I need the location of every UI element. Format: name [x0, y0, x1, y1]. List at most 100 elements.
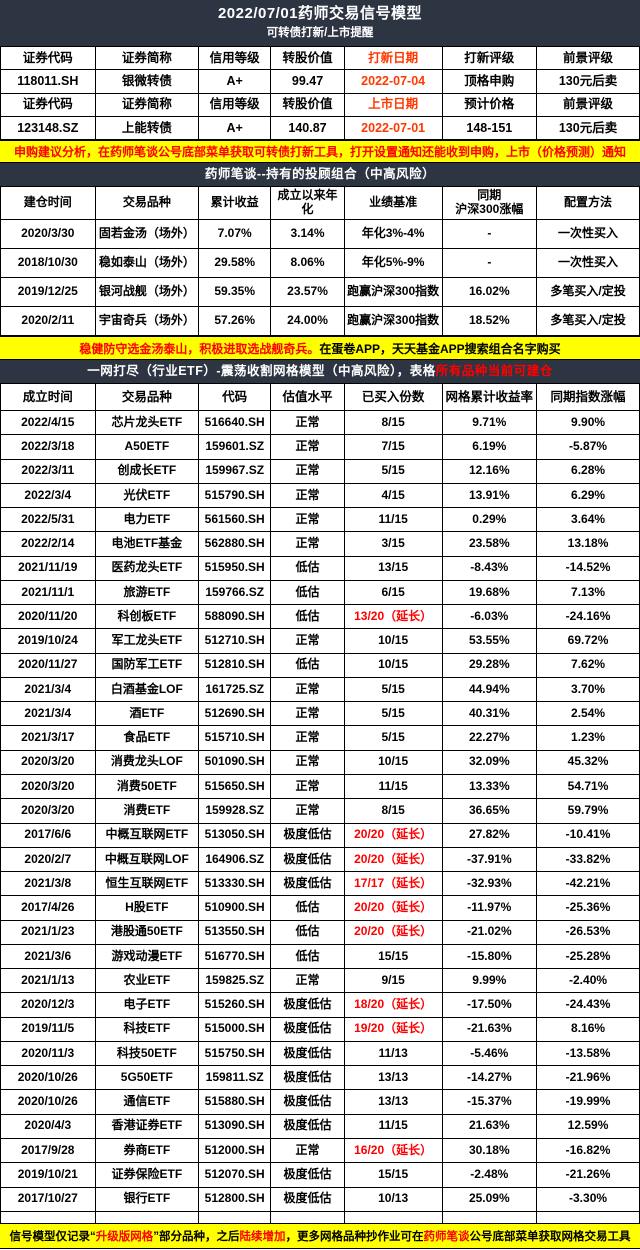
- table-cell: -: [442, 249, 538, 278]
- table-cell: 2022/3/11: [1, 459, 96, 484]
- table-cell: -26.53%: [537, 920, 640, 945]
- table-cell: 515650.SH: [199, 774, 272, 800]
- column-header: 已买入份数: [344, 384, 443, 411]
- table-cell: 极度低估: [271, 823, 345, 848]
- table-cell: 24.00%: [271, 307, 345, 336]
- table-cell: 13.33%: [442, 774, 538, 800]
- table-cell: 513330.SH: [199, 872, 272, 897]
- text-segment: 申购建议分析，在药师笔谈公号底部菜单获取可转债打新工具，打开设置通知还能收到申购…: [13, 145, 626, 159]
- table-cell: 6/15: [344, 580, 443, 606]
- table-cell: 36.65%: [442, 799, 538, 824]
- subscribe-tip-banner: 申购建议分析，在药师笔谈公号底部菜单获取可转债打新工具，打开设置通知还能收到申购…: [0, 140, 640, 163]
- table-cell: 2021/3/6: [1, 944, 96, 970]
- empty-cell: [537, 1212, 640, 1223]
- table-row: 2020/3/20 消费龙头LOF 501090.SH 正常 10/15 32.09% 45…: [1, 750, 640, 775]
- table-cell: 预计价格: [442, 93, 538, 117]
- table-cell: 打新日期: [344, 47, 443, 71]
- table-cell: 2020/3/20: [1, 774, 96, 800]
- table-cell: -25.28%: [537, 944, 640, 970]
- table-cell: 白酒基金LOF: [95, 677, 200, 703]
- table-cell: -32.93%: [442, 872, 538, 897]
- table-cell: 2021/1/13: [1, 969, 96, 994]
- empty-cell: [96, 1212, 200, 1223]
- table-cell: 6.19%: [442, 435, 538, 460]
- table-cell: 32.09%: [442, 750, 538, 775]
- table-cell: 2022/5/31: [1, 508, 96, 533]
- table-cell: -10.41%: [537, 823, 640, 848]
- table-cell: 证券代码: [1, 47, 96, 71]
- convertible-bond-table: 证券代码 证券简称 信用等级 转股价值 打新日期 打新评级 前景评级 118011.SH 银微转…: [0, 46, 640, 140]
- table-cell: 2020/2/7: [1, 847, 96, 873]
- table-cell: 515790.SH: [199, 483, 272, 509]
- table-cell: 正常: [271, 1138, 345, 1164]
- table-row: 2021/11/19 医药龙头ETF 515950.SH 低估 13/15 -8.43% -…: [1, 556, 640, 581]
- table-cell: 2021/11/1: [1, 580, 96, 606]
- table-cell: 正常: [271, 750, 345, 775]
- table-cell: 5/15: [344, 677, 443, 703]
- table-row: 2022/2/14 电池ETF基金 562880.SH 正常 3/15 23.58% 13.…: [1, 532, 640, 557]
- text-segment: 药师笔谈: [423, 1231, 470, 1243]
- table-cell: 2017/4/26: [1, 896, 96, 921]
- table-cell: 5G50ETF: [95, 1066, 200, 1091]
- table-cell: 低估: [271, 944, 345, 970]
- table-cell: 7/15: [344, 435, 443, 460]
- table-cell: 516770.SH: [199, 944, 272, 970]
- table-cell: 2022/3/4: [1, 483, 96, 509]
- table-cell: 2017/6/6: [1, 823, 96, 848]
- table-cell: 44.94%: [442, 677, 538, 703]
- table-cell: 极度低估: [271, 1187, 345, 1212]
- table-cell: 2021/3/4: [1, 702, 96, 727]
- table-cell: 光伏ETF: [95, 483, 200, 509]
- table-cell: 正常: [271, 702, 345, 727]
- text-segment: 在蛋卷APP，天天基金APP搜索组合名字购买: [319, 341, 561, 356]
- table-row: 2021/3/6 游戏动漫ETF 516770.SH 低估 15/15 -15.80% -2…: [1, 944, 640, 970]
- table-cell: 22.27%: [442, 726, 538, 751]
- table-cell: 宇宙奇兵（场外）: [95, 307, 200, 336]
- table-cell: -37.91%: [442, 847, 538, 873]
- table-cell: 2017/10/27: [1, 1187, 96, 1212]
- table-cell: A50ETF: [95, 435, 200, 460]
- table-cell: 130元后卖: [537, 116, 640, 140]
- table-cell: 2022/3/18: [1, 435, 96, 460]
- table-cell: 20/20（延长）: [344, 920, 443, 945]
- table-cell: 11/15: [344, 774, 443, 800]
- table-cell: -8.43%: [442, 556, 538, 581]
- table-cell: 13/13: [344, 1066, 443, 1091]
- table-cell: 515950.SH: [199, 556, 272, 581]
- table-cell: 证券代码: [1, 93, 96, 117]
- table-cell: 3.14%: [271, 220, 345, 249]
- text-segment: 升级版网格: [95, 1231, 154, 1243]
- table-row: 2021/11/1 旅游ETF 159766.SZ 低估 6/15 19.68% 7.13%: [1, 580, 640, 606]
- table-cell: 农业ETF: [95, 969, 200, 994]
- table-cell: 29.58%: [199, 249, 272, 278]
- table-cell: 2021/3/8: [1, 872, 96, 897]
- table-cell: -3.30%: [537, 1187, 640, 1212]
- table-cell: 23.58%: [442, 532, 538, 557]
- table-cell: 信用等级: [199, 47, 272, 71]
- table-cell: 515880.SH: [199, 1090, 272, 1115]
- column-header: 代码: [199, 384, 272, 411]
- table-cell: 8.06%: [271, 249, 345, 278]
- table-cell: -21.63%: [442, 1017, 538, 1042]
- table-cell: -24.43%: [537, 993, 640, 1018]
- table-cell: 跑赢沪深300指数: [344, 278, 443, 307]
- text-segment: 公号底部菜单获取网格交易工具: [469, 1231, 631, 1243]
- table-cell: 电力ETF: [95, 508, 200, 533]
- table-cell: 25.09%: [442, 1187, 538, 1212]
- table-row: 2020/2/11 宇宙奇兵（场外） 57.26% 24.00% 跑赢沪深300指数 18…: [1, 307, 640, 336]
- table-cell: 501090.SH: [199, 750, 272, 775]
- table-cell: 59.79%: [537, 799, 640, 824]
- table-cell: 食品ETF: [95, 726, 200, 751]
- table-cell: 10/15: [344, 629, 443, 654]
- column-header: 成立以来年化: [271, 187, 345, 220]
- table-cell: 159967.SZ: [199, 459, 272, 484]
- table-cell: 2.54%: [537, 702, 640, 727]
- table-cell: 2017/9/28: [1, 1138, 96, 1164]
- table-cell: 中概互联网ETF: [95, 823, 200, 848]
- table-cell: 15/15: [344, 1163, 443, 1188]
- table-cell: 99.47: [271, 70, 345, 94]
- table-cell: 6.28%: [537, 459, 640, 484]
- table-cell: 8.16%: [537, 1017, 640, 1042]
- table-cell: 低估: [271, 920, 345, 945]
- table-cell: 芯片龙头ETF: [95, 411, 200, 436]
